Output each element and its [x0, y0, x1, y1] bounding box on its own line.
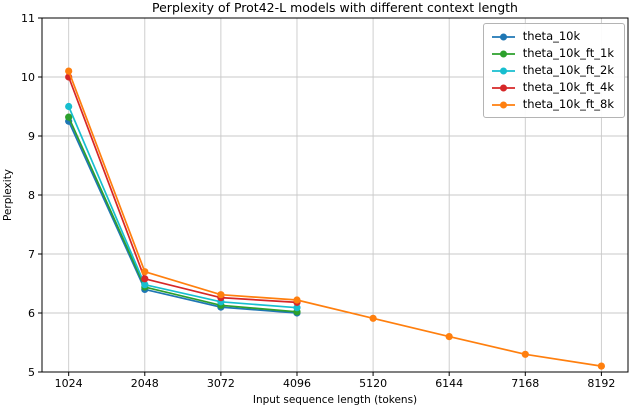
data-point-theta_10k_ft_8k: [445, 333, 453, 341]
data-point-theta_10k_ft_2k: [65, 102, 73, 111]
legend-line-marker-icon: [491, 50, 515, 57]
legend-item-theta_10k_ft_8k: theta_10k_ft_8k: [491, 97, 614, 112]
legend-item-theta_10k_ft_1k: theta_10k_ft_1k: [491, 46, 614, 61]
data-point-theta_10k_ft_2k: [141, 281, 149, 289]
data-point-theta_10k_ft_8k: [65, 67, 73, 75]
legend-label: theta_10k: [522, 29, 581, 43]
legend-line-marker-icon: [491, 67, 515, 74]
y-tick-label: 9: [28, 130, 35, 143]
series-line-theta_10k_ft_8k: [67, 70, 602, 367]
data-point-theta_10k_ft_8k: [293, 296, 301, 304]
y-tick-label: 5: [28, 366, 35, 379]
data-point-theta_10k_ft_8k: [521, 350, 529, 358]
data-point-theta_10k_ft_8k: [369, 314, 377, 322]
chart-title: Perplexity of Prot42-L models with diffe…: [152, 0, 518, 15]
y-tick-label: 8: [28, 189, 35, 202]
x-tick-label: 8192: [587, 377, 615, 390]
series-line-theta_10k: [67, 120, 298, 314]
x-axis-label: Input sequence length (tokens): [253, 394, 417, 406]
legend-item-theta_10k_ft_2k: theta_10k_ft_2k: [491, 63, 614, 78]
series-line-theta_10k_ft_2k: [67, 106, 298, 309]
y-axis-label: Perplexity: [2, 169, 14, 221]
x-tick-label: 3072: [207, 377, 235, 390]
x-tick-label: 4096: [283, 377, 311, 390]
data-point-theta_10k_ft_1k: [65, 113, 73, 121]
legend-line-marker-icon: [491, 33, 515, 40]
x-tick-label: 1024: [55, 377, 83, 390]
legend-line-marker-icon: [491, 101, 515, 108]
data-series: [65, 67, 605, 370]
y-tick-label: 10: [21, 71, 35, 84]
series-line-theta_10k_ft_1k: [67, 116, 298, 313]
legend-label: theta_10k_ft_4k: [522, 80, 614, 94]
data-point-theta_10k_ft_8k: [597, 362, 605, 370]
data-point-theta_10k_ft_4k: [141, 275, 149, 283]
x-tick-label: 5120: [359, 377, 387, 390]
legend-line-marker-icon: [491, 84, 515, 91]
legend-item-theta_10k_ft_4k: theta_10k_ft_4k: [491, 80, 614, 95]
data-point-theta_10k_ft_8k: [141, 268, 149, 276]
y-tick-label: 6: [28, 307, 35, 320]
legend-label: theta_10k_ft_1k: [522, 46, 614, 60]
y-tick-label: 7: [28, 248, 35, 261]
x-tick-label: 2048: [131, 377, 159, 390]
x-tick-label: 7168: [511, 377, 539, 390]
y-tick-label: 11: [21, 12, 35, 25]
legend-item-theta_10k: theta_10k: [491, 29, 614, 44]
axis-ticks: 1024 2048 3072 4096 5120 6144 7168 8192 5 6 7 8 9 10 1…: [21, 12, 615, 390]
legend-label: theta_10k_ft_2k: [522, 63, 614, 77]
series-line-theta_10k_ft_4k: [67, 76, 298, 304]
data-point-theta_10k_ft_2k: [293, 304, 301, 312]
legend-label: theta_10k_ft_8k: [522, 97, 614, 111]
x-tick-label: 6144: [435, 377, 463, 390]
data-point-theta_10k_ft_8k: [217, 291, 225, 299]
